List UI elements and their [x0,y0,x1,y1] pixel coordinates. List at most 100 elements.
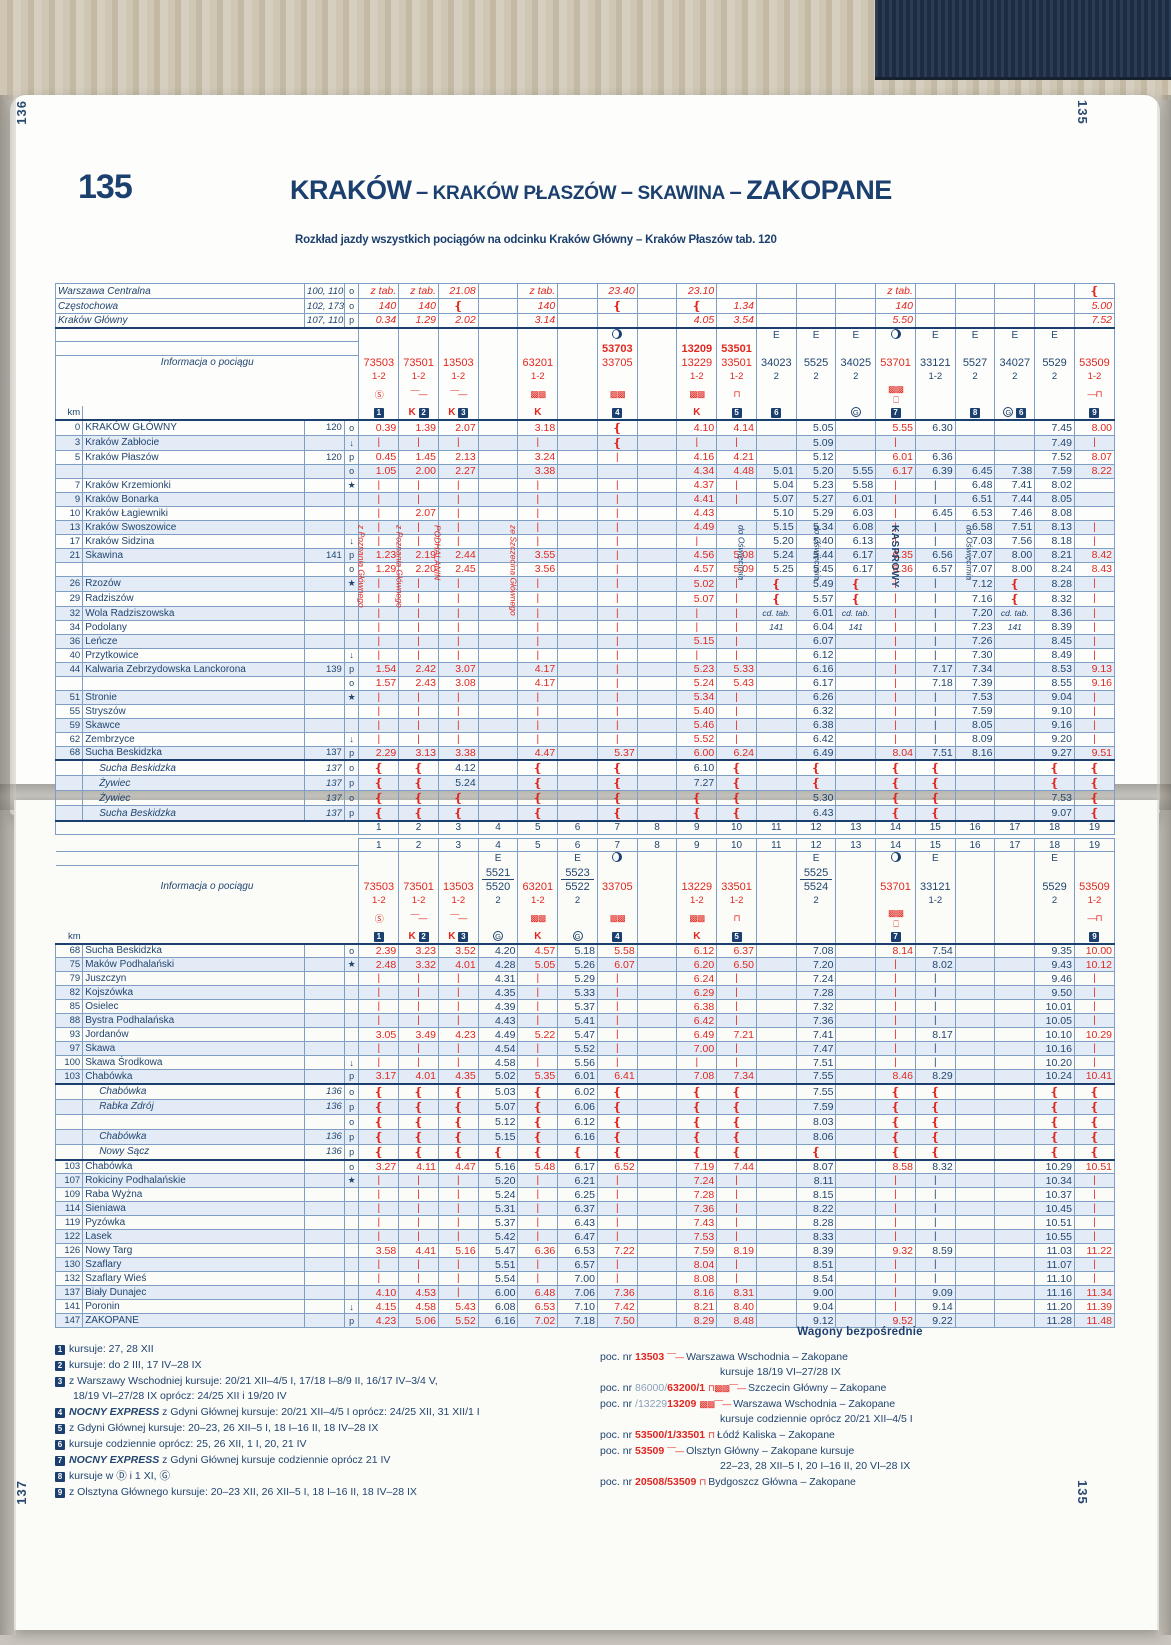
train-prefix-label: poc. nr [600,1398,633,1410]
time-cell: 5.20 [755,533,797,549]
through-dash: | [437,731,479,747]
time-cell: 6.06 [557,1098,598,1115]
station-name: Stronie [82,689,306,705]
time-cell [954,1299,996,1314]
express-marker: E [1051,853,1058,865]
train-number-alt: 5521 [481,866,515,880]
time-cell: 3.23 [398,942,439,958]
through-dash: | [517,590,559,607]
train-number-upper [636,865,678,880]
no-service-mark: ❴ [795,775,837,791]
arrival-departure-mark [343,999,360,1014]
time-cell: 6.20 [676,957,718,972]
no-service-mark: ❴ [437,1128,479,1145]
time-cell [835,647,877,663]
train-number-alt: 53703 [602,342,633,355]
connection-tab-refs: 102, 173 [304,298,345,314]
coach-route: Olsztyn Główny – Zakopane kursuje [686,1445,855,1457]
time-cell: 6.52 [596,1158,638,1174]
time-cell [954,1098,996,1115]
time-cell [954,1055,996,1070]
seat-icon: ⎺— [729,1383,746,1393]
no-service-mark: ❴ [1034,1128,1075,1145]
time-cell: 7.24 [795,971,837,986]
train-footnote-marks [755,929,797,944]
through-dash: | [1073,1257,1116,1272]
time-cell: 7.00 [557,1271,598,1286]
time-cell: 9.16 [1073,675,1116,691]
train-number [477,355,519,370]
time-cell [557,619,598,635]
time-cell [477,505,519,521]
time-cell: 4.56 [676,547,718,563]
through-dash: | [437,985,479,1000]
arrival-departure-mark: o [343,1082,360,1100]
time-cell [954,1187,996,1202]
time-cell: 8.32 [1034,590,1075,607]
time-cell [835,790,877,806]
train-amenities [1034,907,1075,930]
time-cell: 8.22 [795,1201,837,1216]
through-dash: | [437,703,479,719]
time-cell: 8.45 [1034,633,1075,649]
night-train-icon [890,852,901,863]
no-service-mark: ❴ [676,1113,718,1130]
no-service-mark: ❴ [1034,759,1075,776]
train-amenities: ▩▩ [517,383,559,406]
train-number-alt: 53501 [721,342,752,355]
branch-tab-ref: 137 [304,775,345,791]
km-value: 107 [54,1173,84,1188]
time-cell: 7.07 [954,561,996,577]
train-category: E [795,851,837,866]
train-class: 2 [795,893,837,908]
station-name: Przytkowice [82,647,306,663]
no-service-mark: ❴ [1034,775,1075,791]
time-cell: 9.16 [1034,717,1075,733]
through-dash: | [517,1041,559,1056]
train-number-upper [358,865,400,880]
time-cell [835,985,877,1000]
coach-route: Warszawa Wschodnia – Zakopane [686,1351,848,1363]
route-mid-1: KRAKÓW PŁASZÓW [432,183,617,204]
through-coach-entry: poc. nr /1322913209 ▩▩⎺— Warszawa Wschod… [600,1397,1120,1427]
time-cell: 7.28 [676,1187,718,1202]
time-cell: 7.07 [954,547,996,563]
time-cell [557,519,598,535]
column-number: 12 [795,838,837,852]
no-service-mark: ❴ [716,805,757,822]
through-dash: | [716,1173,757,1188]
time-cell: 5.26 [557,957,598,972]
column-number: 15 [914,838,956,852]
station-name: Nowy Targ [82,1243,306,1258]
time-cell: 10.37 [1034,1187,1075,1202]
km-label: km [68,930,81,942]
station-name: Lasek [82,1229,306,1244]
table-row: 130 Szaflary | | | 5.51 | 6.57 | 8.04 | 8.51 | | 11.07… [54,1257,1116,1272]
train-class [596,893,638,908]
station-tab-ref [304,533,345,549]
through-dash: | [914,689,956,705]
no-service-mark: ❴ [1073,1113,1116,1130]
station-name: Sieniawa [82,1201,306,1216]
through-dash: | [875,957,916,972]
time-cell: 7.00 [676,1041,718,1056]
time-cell: 8.39 [1034,619,1075,635]
coach-validity: 22–23, 28 XII–5 I, 20 I–16 II, 20 VI–28 … [720,1460,911,1472]
no-service-mark: ❴ [437,1143,479,1160]
no-service-mark: ❴ [358,790,400,806]
through-dash: | [914,575,956,592]
km-value [54,675,84,691]
km-value: 141 [54,1299,84,1314]
column-number-row: 1 2 3 4 5 6 7 8 9 10 11 12 13 14 15 16 17 18 19 [56,838,1116,852]
arrival-departure-mark [343,1215,360,1230]
time-cell [636,647,678,663]
connection-time [557,283,598,299]
table-row: 147 ZAKOPANE p 4.23 5.06 5.52 6.16 7.02 7.18 7.50… [54,1313,1116,1328]
time-cell: 4.14 [716,418,757,436]
time-cell [994,1271,1036,1286]
column-number: 4 [477,820,519,835]
km-value: 10 [54,505,84,521]
time-cell [994,1128,1036,1145]
train-number-upper [994,341,1036,356]
